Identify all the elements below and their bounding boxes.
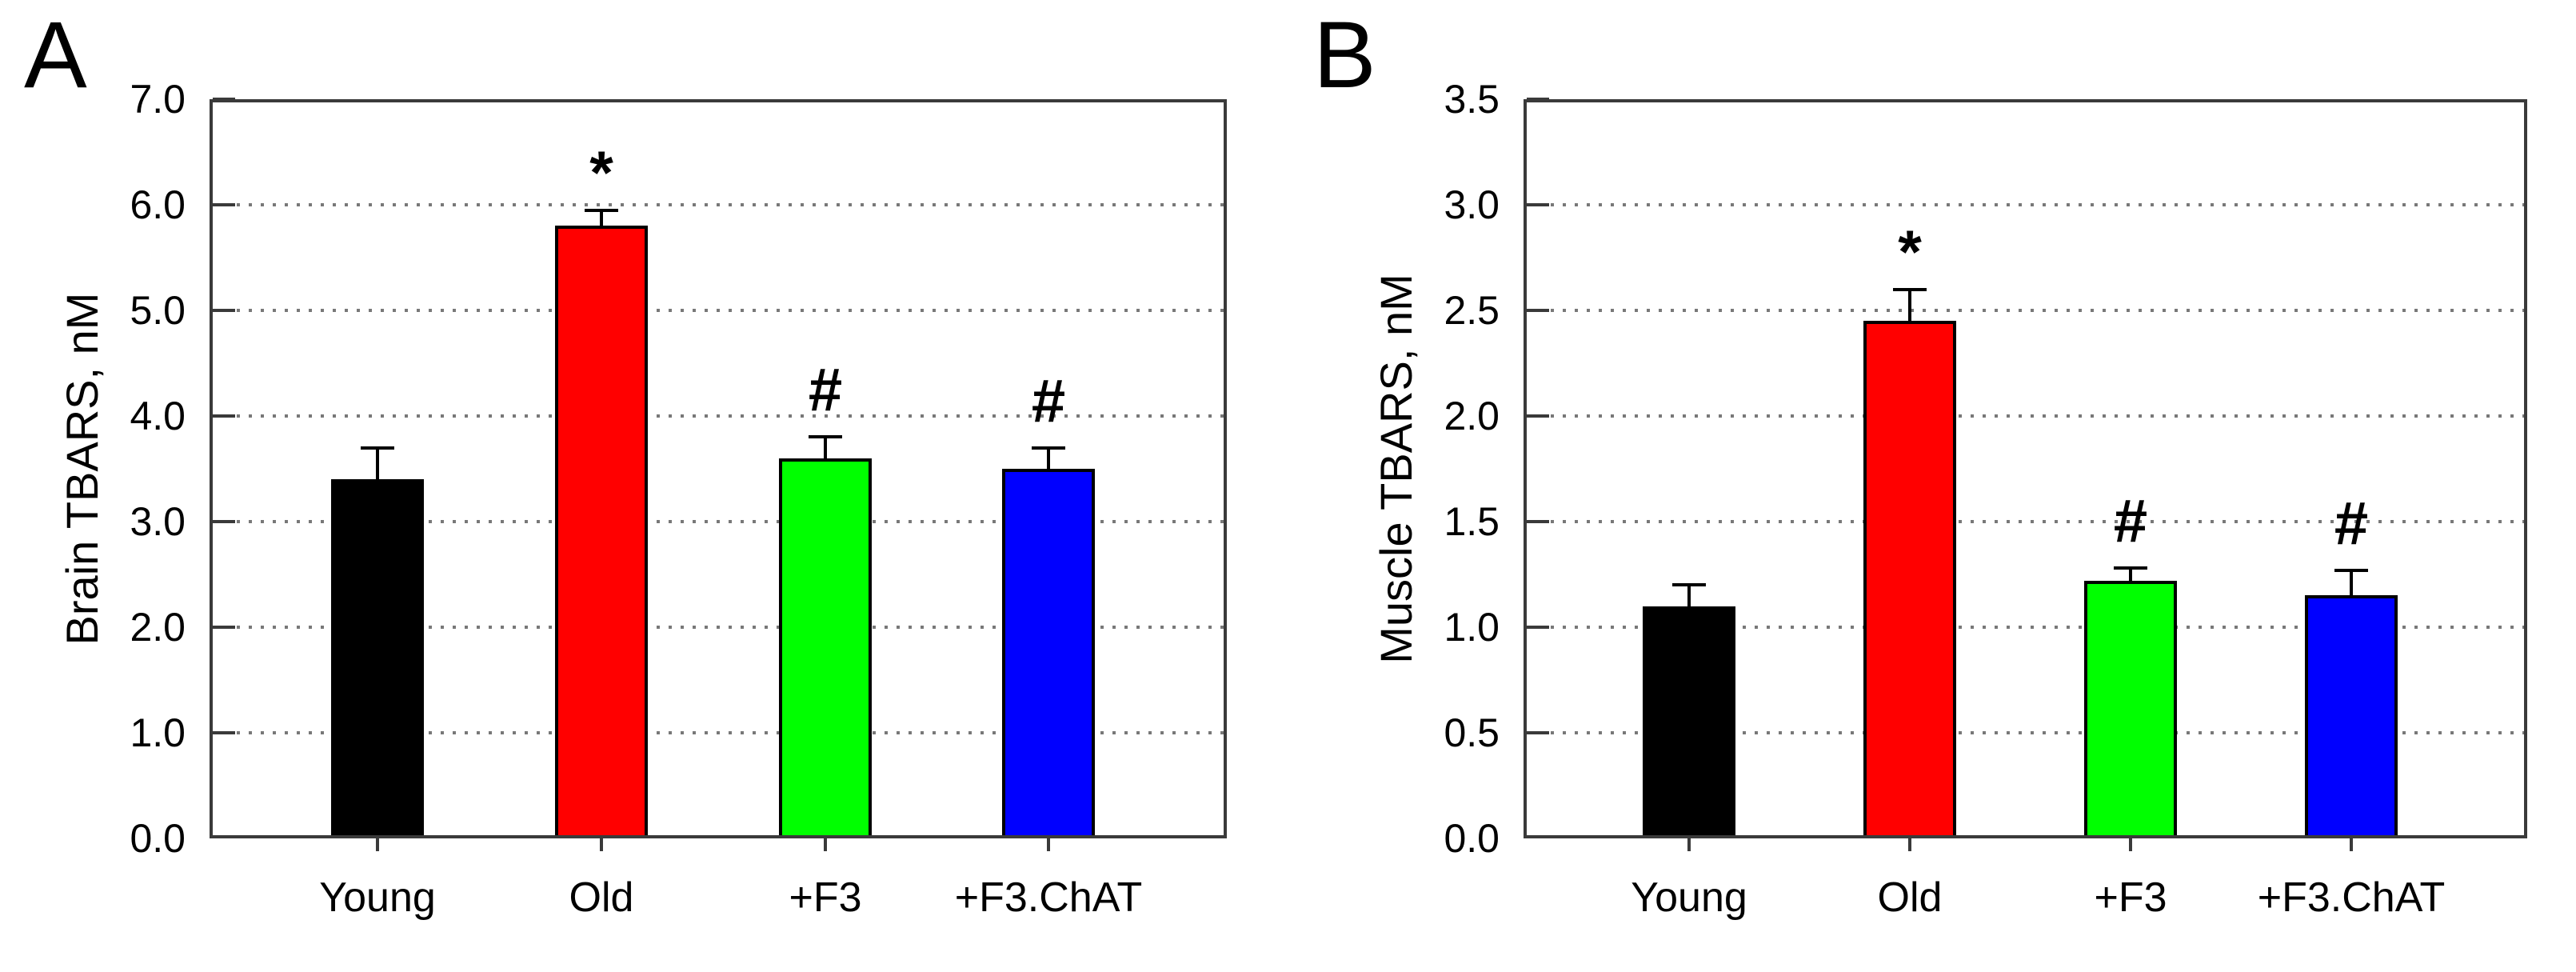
x-tick-young-b [1687,838,1691,851]
y-tick-label-a: 7.0 [130,77,186,122]
x-tick-f3-b [2129,838,2132,851]
y-tick-label-a: 5.0 [130,288,186,333]
category-label-old-b: Old [1877,874,1943,921]
significance-marker-f3chat-a: # [1031,367,1066,435]
gridline-b [1527,414,2524,418]
gridline-b [1527,731,2524,734]
gridline-b [1527,203,2524,206]
y-axis-title-brain: Brain TBARS, nM [56,292,107,646]
y-tick-label-b: 2.5 [1444,288,1500,333]
error-bar-f3-b [2129,568,2132,586]
y-tick-b [1527,309,1549,312]
significance-marker-old-a: * [589,139,613,207]
error-bar-cap-old-b [1893,288,1927,291]
error-bar-f3chat-b [2350,570,2353,601]
bar-f3-b [2084,581,2177,838]
error-bar-f3-a [824,437,827,462]
gridline-b [1527,309,2524,312]
y-tick-label-a: 3.0 [130,499,186,544]
plot-frame-b [1524,99,2527,838]
error-bar-young-a [376,448,379,485]
significance-marker-f3-a: # [808,356,843,424]
significance-marker-f3-b: # [2113,487,2148,555]
y-tick-b [1527,520,1549,523]
y-tick-label-b: 0.0 [1444,816,1500,861]
gridline-a [213,520,1224,523]
x-tick-f3-a [824,838,827,851]
error-bar-cap-f3-b [2114,566,2147,570]
category-label-old-a: Old [569,874,634,921]
y-tick-label-b: 1.0 [1444,605,1500,650]
error-bar-cap-young-a [361,446,394,450]
error-bar-cap-old-a [585,209,618,212]
y-tick-label-b: 1.5 [1444,499,1500,544]
bar-old-a [555,226,648,838]
gridline-a [213,309,1224,312]
gridline-b [1527,626,2524,629]
x-tick-old-a [600,838,603,851]
y-tick-label-b: 3.5 [1444,77,1500,122]
y-tick-a [213,520,235,523]
y-tick-label-a: 0.0 [130,816,186,861]
gridline-a [213,203,1224,206]
y-tick-label-b: 3.0 [1444,182,1500,227]
y-tick-a [213,626,235,629]
error-bar-cap-f3chat-b [2334,569,2368,572]
error-bar-cap-young-b [1672,583,1706,586]
y-tick-b [1527,203,1549,206]
y-tick-a [213,414,235,418]
error-bar-cap-f3-a [809,435,842,438]
significance-marker-f3chat-b: # [2334,490,2369,558]
panel-letter-b: B [1313,2,1376,108]
y-tick-label-a: 1.0 [130,710,186,755]
category-label-young-a: Young [319,874,436,921]
bar-young-b [1643,606,1735,838]
bar-young-a [331,479,424,838]
panel-letter-a: A [24,2,87,108]
y-tick-a [213,203,235,206]
x-tick-f3chat-b [2350,838,2353,851]
y-tick-a [213,309,235,312]
error-bar-young-b [1687,585,1691,610]
bar-f3-a [779,458,872,838]
gridline-b [1527,520,2524,523]
category-label-f3chat-a: +F3.ChAT [954,874,1143,921]
error-bar-cap-f3chat-a [1032,446,1065,450]
category-label-young-b: Young [1631,874,1747,921]
y-tick-b [1527,731,1549,734]
x-tick-young-a [376,838,379,851]
gridline-a [213,414,1224,418]
plot-frame-a [210,99,1227,838]
error-bar-f3chat-a [1047,448,1050,474]
category-label-f3-b: +F3 [2094,874,2167,921]
y-tick-label-a: 2.0 [130,605,186,650]
y-tick-b [1527,414,1549,418]
x-tick-f3chat-a [1047,838,1050,851]
gridline-a [213,626,1224,629]
category-label-f3chat-b: +F3.ChAT [2257,874,2446,921]
significance-marker-old-b: * [1898,218,1922,286]
error-bar-old-a [600,210,603,231]
y-tick-a [213,731,235,734]
y-tick-b [1527,626,1549,629]
y-axis-title-muscle: Muscle TBARS, nM [1370,274,1421,664]
y-tick-label-b: 2.0 [1444,394,1500,438]
y-tick-label-a: 6.0 [130,182,186,227]
category-label-f3-a: +F3 [789,874,862,921]
y-tick-label-a: 4.0 [130,394,186,438]
x-tick-old-b [1908,838,1911,851]
gridline-a [213,731,1224,734]
y-tick-label-b: 0.5 [1444,710,1500,755]
error-bar-old-b [1908,290,1911,326]
